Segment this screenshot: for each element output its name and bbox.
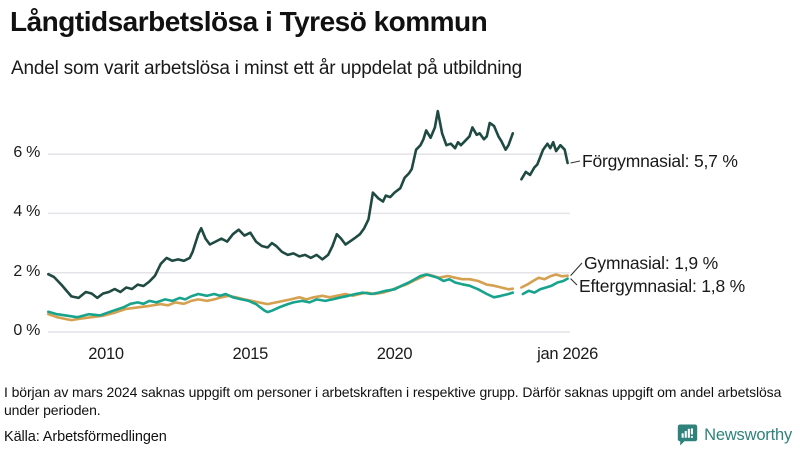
y-tick-label: 0 % <box>13 322 40 339</box>
y-tick-label: 6 % <box>13 144 40 162</box>
label-connector <box>570 160 581 164</box>
label-connector <box>570 278 578 286</box>
x-tick-label: jan 2026 <box>537 345 599 363</box>
footnote: I början av mars 2024 saknas uppgift om … <box>4 384 782 418</box>
newsworthy-icon <box>677 424 698 446</box>
source-attribution: Källa: Arbetsförmedlingen <box>4 429 167 445</box>
series-label-forgymnasial: Förgymnasial: 5,7 % <box>582 151 738 171</box>
series-line-eftergymnasial <box>521 277 569 296</box>
series-line-förgymnasial <box>520 140 569 181</box>
series-line-gymnasial <box>520 273 569 289</box>
series-label-gymnasial: Gymnasial: 1,9 % <box>584 253 718 273</box>
series-line-gymnasial <box>47 273 515 322</box>
label-connector <box>570 262 583 277</box>
y-tick-label: 2 % <box>13 262 40 280</box>
x-tick-label: 2015 <box>232 345 268 363</box>
series-line-eftergymnasial <box>47 273 515 319</box>
brand-name: Newsworthy <box>704 425 792 444</box>
brand-logo[interactable]: Newsworthy <box>677 423 792 447</box>
x-tick-label: 2020 <box>376 345 413 363</box>
x-tick-label: 2010 <box>88 345 124 363</box>
series-label-eftergymnasial: Eftergymnasial: 1,8 % <box>579 276 746 296</box>
chart-subtitle: Andel som varit arbetslösa i minst ett å… <box>11 58 523 79</box>
series-line-förgymnasial <box>47 109 515 300</box>
y-tick-label: 4 % <box>13 203 40 221</box>
page-title: Långtidsarbetslösa i Tyresö kommun <box>10 6 488 37</box>
